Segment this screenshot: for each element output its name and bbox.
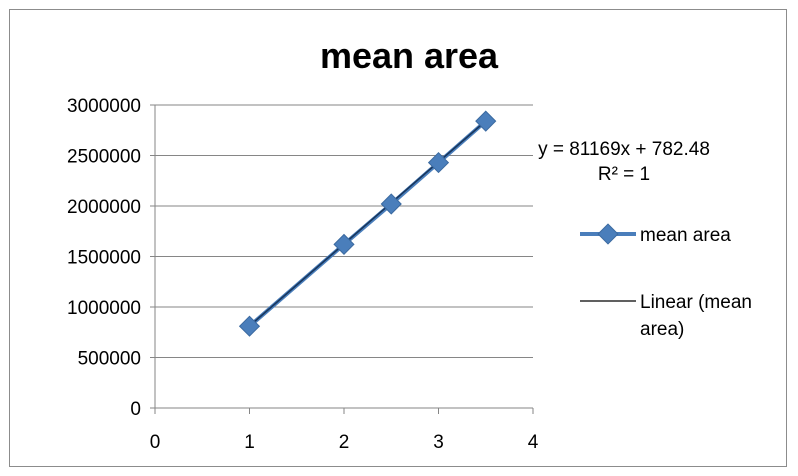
- legend-series-marker: [597, 223, 619, 245]
- x-tick-labels: 0 1 2 3 4: [150, 432, 539, 453]
- legend-series-label: mean area: [640, 225, 731, 246]
- y-tick-label: 1000000: [67, 298, 141, 319]
- x-tick-label: 1: [244, 432, 255, 453]
- x-tick-label: 0: [150, 432, 161, 453]
- data-point: [380, 193, 402, 215]
- data-point: [238, 315, 261, 337]
- trendline: [248, 120, 487, 327]
- axes: [150, 104, 534, 414]
- y-tick-label: 500000: [78, 349, 141, 370]
- legend-trendline-label-2: area): [640, 319, 684, 340]
- y-tick-labels: 0 500000 1000000 1500000 2000000 2500000 30000…: [67, 96, 141, 420]
- legend: mean area Linear (mean area): [580, 223, 752, 340]
- trendline-equation-line1: y = 81169x + 782.48: [538, 139, 710, 160]
- y-tick-label: 2500000: [67, 147, 141, 168]
- chart-title: mean area: [320, 35, 499, 76]
- y-tick-label: 1500000: [67, 248, 141, 269]
- trendline-equation-line2: R² = 1: [598, 164, 650, 185]
- data-point: [427, 151, 450, 174]
- data-point: [333, 233, 355, 255]
- trendline-equation: y = 81169x + 782.48 R² = 1: [538, 139, 710, 185]
- y-tick-label: 2000000: [67, 197, 141, 218]
- legend-trendline-label-1: Linear (mean: [640, 292, 752, 313]
- series-group: [238, 110, 497, 337]
- x-tick-label: 2: [339, 432, 350, 453]
- gridlines: [155, 104, 533, 358]
- chart-area: [9, 9, 787, 467]
- y-tick-label: 3000000: [67, 96, 141, 117]
- data-point: [475, 110, 497, 132]
- y-tick-label: 0: [130, 399, 141, 420]
- x-tick-label: 3: [433, 432, 444, 453]
- x-tick-label: 4: [528, 432, 539, 453]
